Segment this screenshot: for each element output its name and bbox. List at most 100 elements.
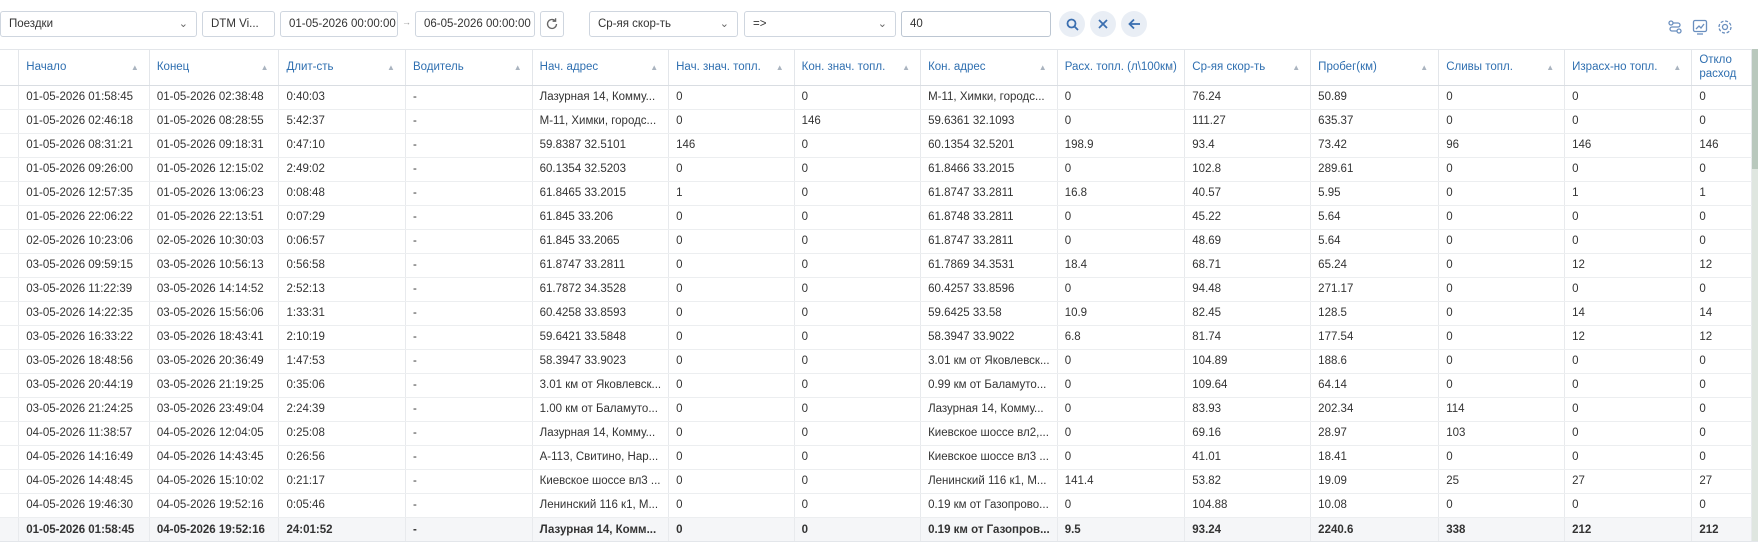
column-header[interactable]: Нач. знач. топл. ▲ [668,50,795,86]
filter-operator-select[interactable]: => ⌄ [744,11,896,37]
object-select[interactable]: DTM Vi... [202,11,275,37]
sort-icon[interactable]: ▲ [260,63,269,73]
table-cell [0,349,20,374]
table-row[interactable]: 04-05-2026 14:48:45 04-05-2026 15:10:02 0:… [0,469,1752,494]
table-row[interactable]: 03-05-2026 21:24:25 03-05-2026 23:49:04 2:… [0,397,1752,422]
column-header[interactable]: Начало ▲ [18,50,150,86]
table-row[interactable]: 01-05-2026 12:57:35 01-05-2026 13:06:23 0:… [0,181,1752,206]
table-cell: 5.64 [1310,229,1440,254]
vertical-scrollbar[interactable] [1752,49,1758,541]
table-cell: 146 [1691,133,1752,158]
table-cell: Ленинский 116 к1, М... [920,469,1058,494]
table-row[interactable]: 01-05-2026 22:06:22 01-05-2026 22:13:51 0:… [0,205,1752,230]
table-row[interactable]: 01-05-2026 01:58:45 01-05-2026 02:38:48 0:… [0,85,1752,110]
table-cell: - [405,397,533,422]
column-header[interactable]: Ср-яя скор-ть ▲ [1184,50,1312,86]
sort-icon[interactable]: ▲ [1420,63,1429,73]
report-type-select[interactable]: Поездки ⌄ [0,11,197,37]
table-row[interactable]: 03-05-2026 16:33:22 03-05-2026 18:43:41 2:… [0,325,1752,350]
column-header[interactable]: Расх. топл. (л\100км) ▲ [1057,50,1186,86]
sort-icon[interactable]: ▲ [1038,63,1047,73]
table-cell: 02-05-2026 10:23:06 [18,229,150,254]
table-cell: 0 [668,157,795,182]
clear-button[interactable] [1090,11,1116,37]
sort-icon[interactable]: ▲ [775,63,784,73]
table-cell [0,469,20,494]
column-header[interactable]: Нач. адрес ▲ [532,50,670,86]
table-row[interactable]: 03-05-2026 09:59:15 03-05-2026 10:56:13 0:… [0,253,1752,278]
table-cell: 14 [1564,301,1693,326]
refresh-button[interactable] [540,11,564,37]
table-cell: 0 [1438,493,1566,518]
column-header-label: Нач. знач. топл. [676,61,761,74]
table-cell: 12 [1691,253,1752,278]
column-header[interactable]: Водитель ▲ [405,50,533,86]
table-cell [0,493,20,518]
sort-icon[interactable]: ▲ [650,63,659,73]
table-row[interactable]: 04-05-2026 19:46:30 04-05-2026 19:52:16 0:… [0,493,1752,518]
filter-field-select[interactable]: Ср-яя скор-ть ⌄ [589,11,738,37]
table-cell: 0 [1438,157,1566,182]
table-row[interactable]: 02-05-2026 10:23:06 02-05-2026 10:30:03 0:… [0,229,1752,254]
sort-icon[interactable]: ▲ [513,63,522,73]
column-header[interactable]: Израсх-но топл. ▲ [1564,50,1693,86]
search-button[interactable] [1059,11,1085,37]
sort-icon[interactable]: ▲ [902,63,911,73]
settings-icon[interactable] [1717,19,1733,35]
back-button[interactable] [1121,11,1147,37]
route-icon[interactable] [1667,19,1683,35]
table-cell: - [405,205,533,230]
chart-icon[interactable] [1692,19,1708,35]
table-cell: 0 [668,277,795,302]
table-row[interactable]: 01-05-2026 02:46:18 01-05-2026 08:28:55 5:… [0,109,1752,134]
sort-icon[interactable]: ▲ [1673,63,1682,73]
sort-icon[interactable]: ▲ [387,63,395,73]
column-header[interactable] [0,50,20,86]
table-cell: 04-05-2026 19:46:30 [18,493,150,518]
table-cell: 93.4 [1184,133,1312,158]
table-cell: 0 [1057,421,1186,446]
table-row[interactable]: 03-05-2026 11:22:39 03-05-2026 14:14:52 2:… [0,277,1752,302]
date-from-input[interactable]: 01-05-2026 00:00:00 [280,11,398,37]
table-cell: 03-05-2026 14:22:35 [18,301,150,326]
table-cell: 1 [1691,181,1752,206]
column-header[interactable]: Откло расход [1691,50,1752,86]
table-cell: 1 [668,181,795,206]
table-cell: 18.41 [1310,445,1440,470]
chevron-down-icon: ⌄ [178,18,188,30]
table-cell: 2240.6 [1310,517,1440,542]
table-row[interactable]: 03-05-2026 18:48:56 03-05-2026 20:36:49 1:… [0,349,1752,374]
date-to-input[interactable]: 06-05-2026 00:00:00 [415,11,535,37]
table-row[interactable]: 01-05-2026 08:31:21 01-05-2026 09:18:31 0:… [0,133,1752,158]
column-header[interactable]: Кон. знач. топл. ▲ [794,50,922,86]
table-row[interactable]: 03-05-2026 20:44:19 03-05-2026 21:19:25 0:… [0,373,1752,398]
table-cell: 0 [1691,109,1752,134]
column-header-label: Кон. адрес [928,61,986,74]
table-cell: 93.24 [1184,517,1312,542]
table-cell: 0 [1691,421,1752,446]
table-row[interactable]: 04-05-2026 14:16:49 04-05-2026 14:43:45 0:… [0,445,1752,470]
sort-icon[interactable]: ▲ [1546,63,1555,73]
sort-icon[interactable]: ▲ [1292,63,1301,73]
table-cell: 0 [1691,349,1752,374]
table-cell: 0 [1564,85,1693,110]
sort-icon[interactable]: ▲ [1166,63,1175,73]
scrollbar-thumb[interactable] [1752,49,1758,169]
table-cell: - [405,445,533,470]
filter-value-input[interactable]: 40 [901,11,1051,37]
column-header[interactable]: Кон. адрес ▲ [920,50,1058,86]
column-header[interactable]: Сливы топл. ▲ [1438,50,1566,86]
column-header[interactable]: Пробег(км) ▲ [1310,50,1440,86]
table-cell: 102.8 [1184,157,1312,182]
table-cell: 0 [1057,373,1186,398]
table-cell: 16.8 [1057,181,1186,206]
column-header[interactable]: Длит-сть ▲ [278,50,406,86]
table-row[interactable]: 04-05-2026 11:38:57 04-05-2026 12:04:05 0:… [0,421,1752,446]
totals-row[interactable]: 01-05-2026 01:58:45 04-05-2026 19:52:16 24… [0,517,1752,542]
table-row[interactable]: 01-05-2026 09:26:00 01-05-2026 12:15:02 2:… [0,157,1752,182]
table-cell: А-113, Свитино, Нар... [532,445,670,470]
table-row[interactable]: 03-05-2026 14:22:35 03-05-2026 15:56:06 1:… [0,301,1752,326]
sort-icon[interactable]: ▲ [130,63,139,73]
table-cell: 146 [794,109,922,134]
column-header[interactable]: Конец ▲ [149,50,280,86]
